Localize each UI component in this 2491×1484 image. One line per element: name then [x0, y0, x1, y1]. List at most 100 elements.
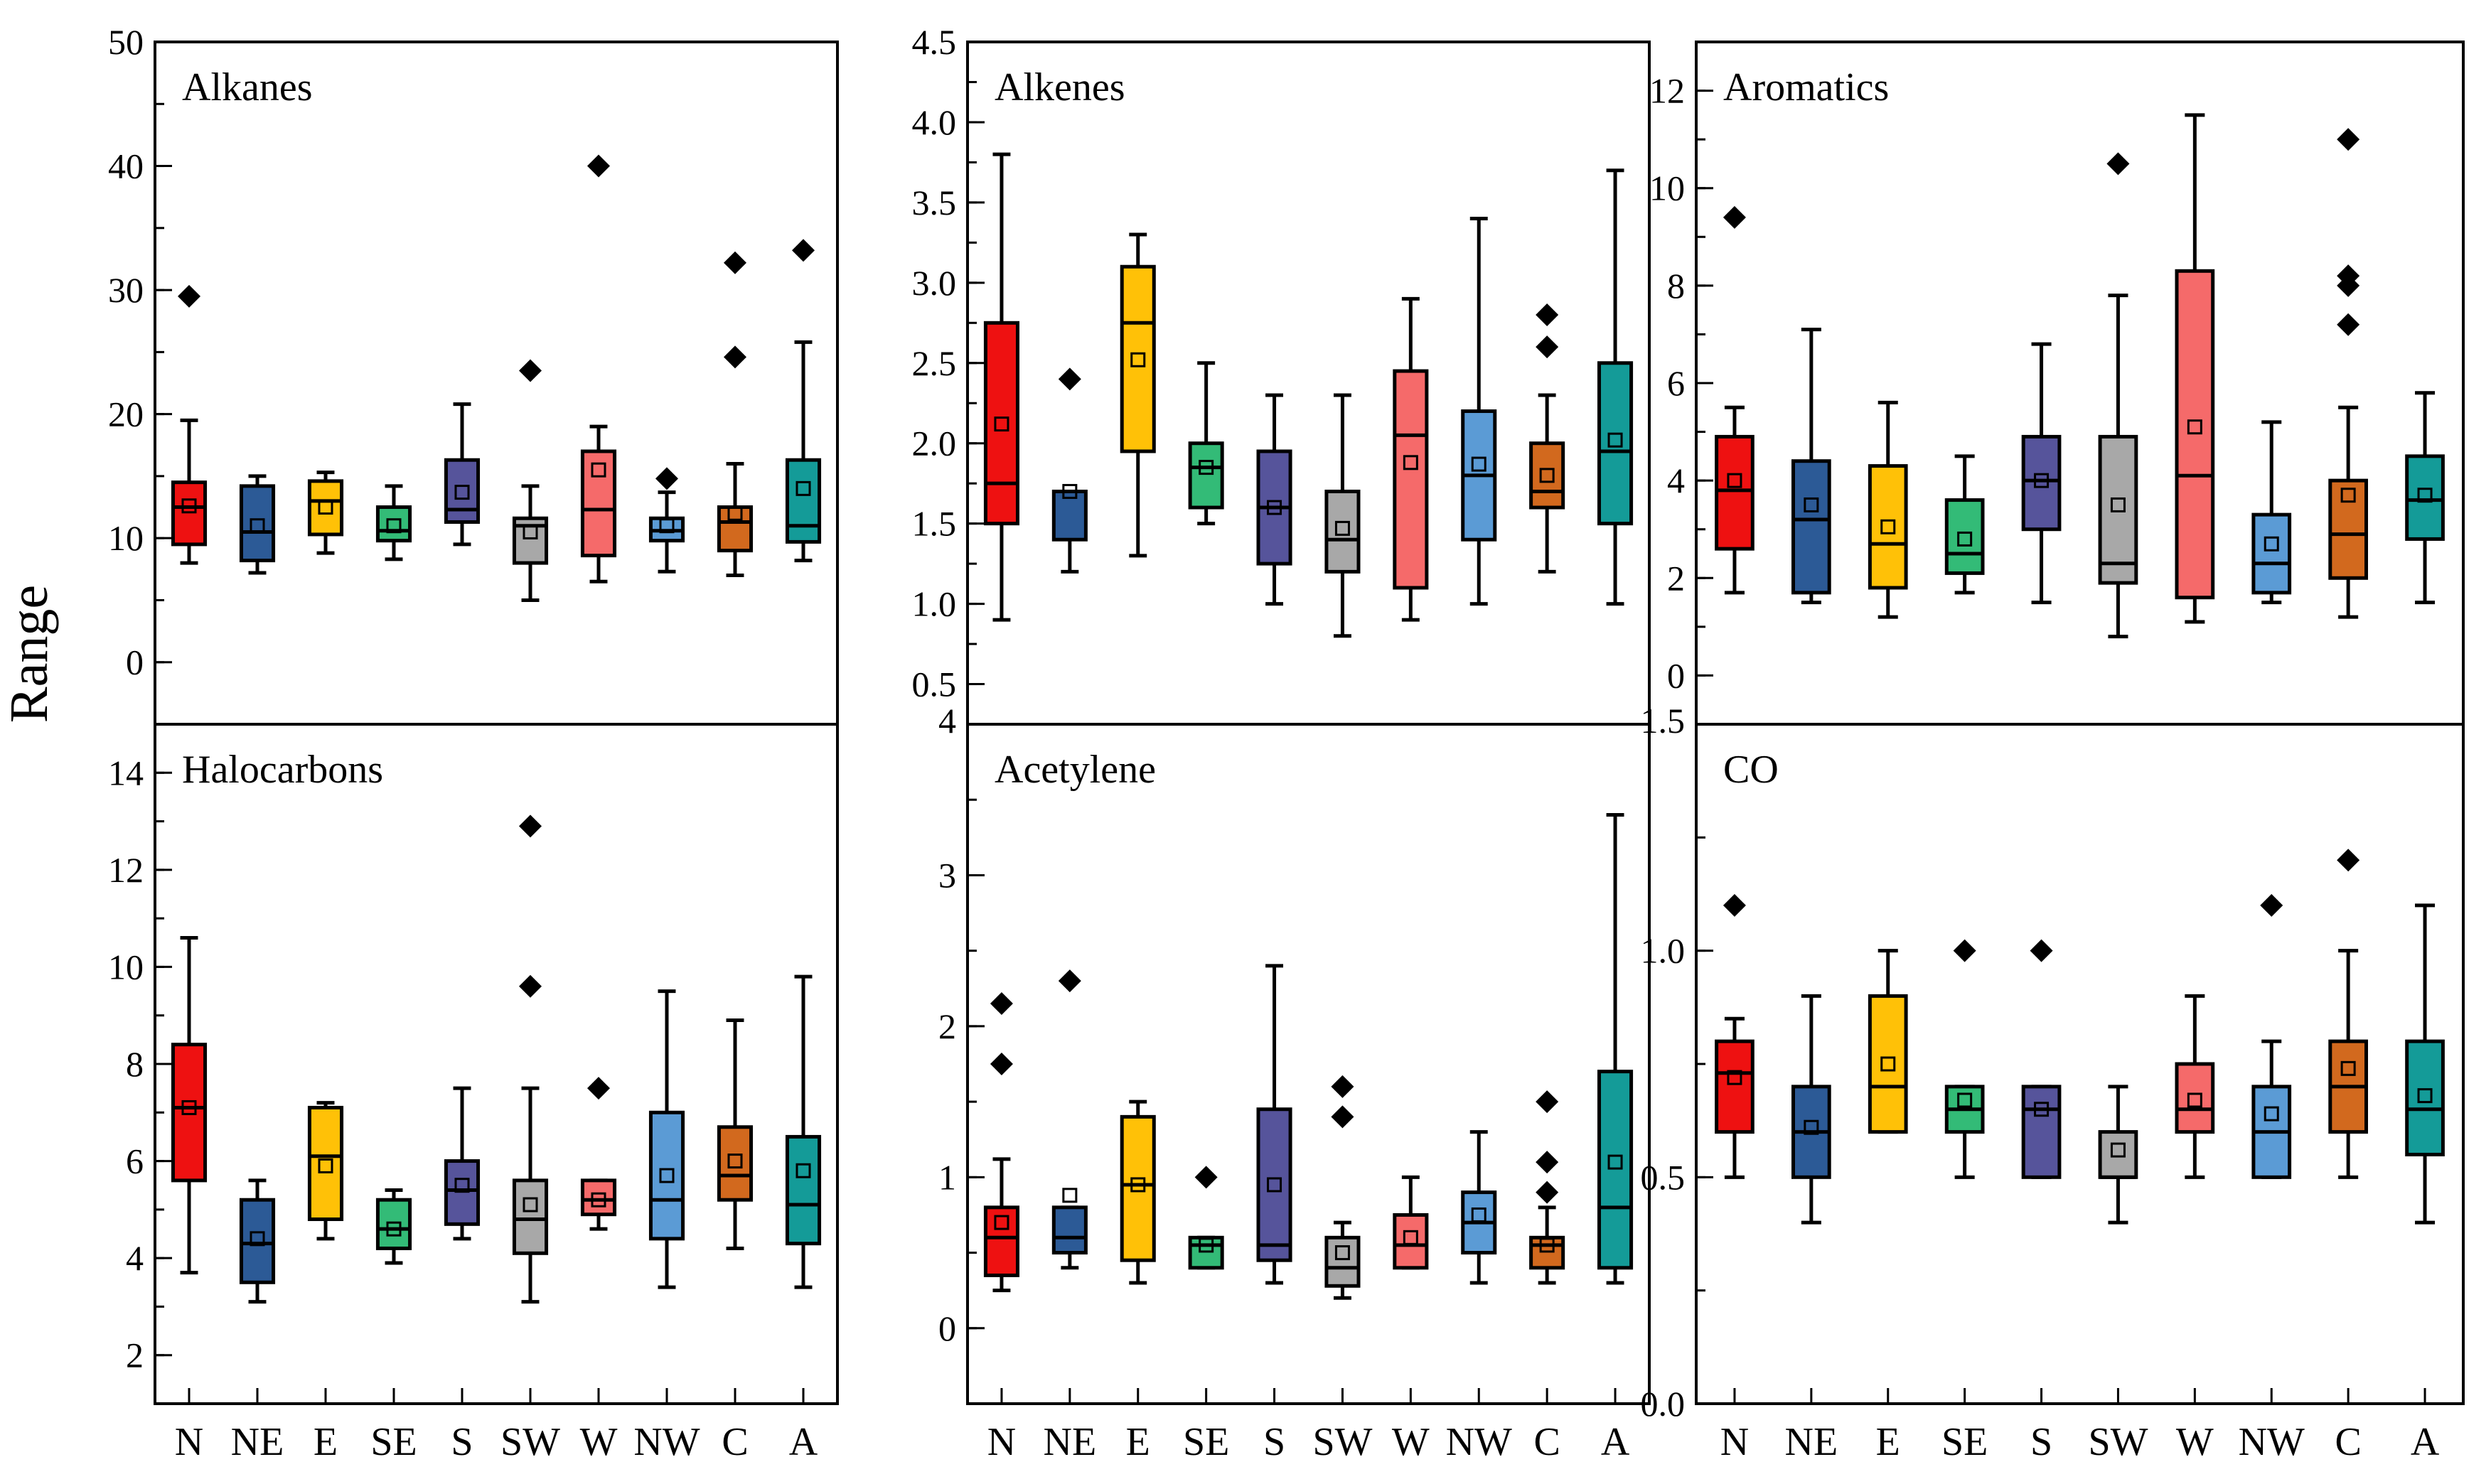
- y-tick-label: 8: [1667, 266, 1685, 306]
- outlier-point: [2260, 893, 2283, 917]
- box-iqr: [2098, 434, 2138, 585]
- outlier-point: [1058, 367, 1081, 391]
- box-NE: [1791, 328, 1831, 605]
- y-tick-label: 0: [126, 642, 144, 682]
- y-tick-label: 30: [108, 270, 144, 310]
- box-E: [1120, 232, 1156, 558]
- mean-marker: [994, 416, 1009, 432]
- mean-marker: [1130, 352, 1146, 367]
- mean-marker: [1727, 1070, 1742, 1085]
- box-S: [444, 1086, 481, 1241]
- panel-title: Halocarbons: [182, 748, 383, 792]
- y-tick-label: 0.0: [1641, 1384, 1686, 1424]
- mean-marker: [1267, 500, 1282, 515]
- y-tick-label: 1.0: [912, 584, 957, 624]
- box-S: [444, 402, 481, 547]
- box-NE: [1051, 969, 1088, 1270]
- x-tick-label: NE: [1044, 1420, 1097, 1464]
- y-tick-label: 1.0: [1641, 931, 1686, 971]
- x-tick-label: W: [580, 1420, 618, 1464]
- y-tick-label: 3: [938, 855, 956, 895]
- x-tick-label: N: [175, 1420, 203, 1464]
- box-iqr: [1597, 361, 1634, 526]
- box-iqr: [2405, 1039, 2445, 1156]
- box-iqr: [375, 505, 412, 543]
- mean-marker: [591, 1192, 606, 1208]
- box-SE: [1188, 1166, 1224, 1270]
- x-tick-label: SW: [1312, 1420, 1372, 1464]
- outlier-point: [2106, 152, 2130, 176]
- box-iqr: [2405, 454, 2445, 541]
- box-NE: [1051, 367, 1088, 574]
- y-tick-label: 8: [126, 1044, 144, 1084]
- outlier-point: [1536, 1151, 1559, 1174]
- outlier-point: [792, 239, 815, 262]
- mean-marker: [1539, 1237, 1555, 1253]
- x-tick-label: C: [2335, 1420, 2361, 1464]
- x-tick-label: N: [1720, 1420, 1749, 1464]
- box-S: [1256, 964, 1292, 1285]
- panel-title: Acetylene: [995, 748, 1156, 792]
- box-iqr: [983, 321, 1019, 526]
- outlier-point: [587, 1077, 610, 1100]
- mean-marker: [2110, 1142, 2126, 1158]
- box-N: [1715, 205, 1755, 595]
- mean-marker: [1957, 1092, 1973, 1108]
- panel-title: Aromatics: [1723, 65, 1889, 109]
- outlier-point: [519, 974, 542, 998]
- mean-marker: [318, 1158, 333, 1173]
- y-tick-label: 1.5: [1641, 701, 1686, 741]
- box-iqr: [239, 1198, 276, 1284]
- box-SW: [512, 814, 549, 1304]
- box-C: [717, 251, 754, 578]
- box-iqr: [785, 1134, 822, 1246]
- mean-marker: [181, 1099, 197, 1115]
- outlier-point: [519, 359, 542, 382]
- y-tick-label: 10: [108, 518, 144, 558]
- mean-marker: [795, 480, 811, 496]
- mean-marker: [2417, 488, 2433, 503]
- mean-marker: [1403, 455, 1418, 471]
- outlier-point: [1536, 303, 1559, 326]
- x-tick-label: SE: [1941, 1420, 1988, 1464]
- box-iqr: [1188, 1235, 1224, 1270]
- box-iqr: [1529, 1235, 1565, 1270]
- x-tick-label: N: [987, 1420, 1016, 1464]
- mean-marker: [2340, 1060, 2356, 1076]
- x-tick-label: E: [1126, 1420, 1150, 1464]
- mean-marker: [727, 1154, 743, 1169]
- outlier-point: [178, 284, 200, 308]
- box-iqr: [717, 505, 754, 553]
- mean-marker: [2417, 1088, 2433, 1104]
- box-iqr: [239, 484, 276, 563]
- box-NE: [1791, 994, 1831, 1225]
- box-iqr: [1051, 1205, 1088, 1255]
- x-tick-label: NW: [1446, 1420, 1512, 1464]
- box-iqr: [171, 1043, 208, 1183]
- mean-marker: [659, 1168, 675, 1183]
- mean-marker: [1267, 1177, 1282, 1193]
- box-SE: [375, 1188, 412, 1265]
- outlier-point: [2337, 128, 2360, 151]
- box-SW: [1324, 393, 1361, 638]
- x-tick-label: NW: [633, 1420, 700, 1464]
- mean-marker: [795, 1163, 811, 1178]
- y-tick-label: 4: [1667, 461, 1685, 500]
- x-tick-label: E: [1876, 1420, 1900, 1464]
- mean-marker: [318, 500, 333, 515]
- box-SW: [512, 359, 549, 602]
- mean-marker: [1334, 1245, 1350, 1261]
- box-iqr: [717, 1125, 754, 1202]
- panel-alkanes: 0 10 20 30 40 50 Alkanes: [108, 22, 839, 726]
- outlier-point: [724, 345, 746, 369]
- box-iqr: [648, 1110, 685, 1241]
- box-W: [1393, 1175, 1429, 1270]
- mean-marker: [181, 498, 197, 514]
- box-iqr: [1791, 459, 1831, 595]
- panel-acetylene: 0 1 2 3 4 Acetylene N NE E SE S SW W NW C A: [938, 701, 1651, 1464]
- outlier-point: [1723, 205, 1746, 229]
- y-tick-label: 6: [1667, 363, 1685, 403]
- box-iqr: [2098, 1130, 2138, 1179]
- outlier-point: [1536, 1090, 1559, 1114]
- box-iqr: [1715, 434, 1755, 551]
